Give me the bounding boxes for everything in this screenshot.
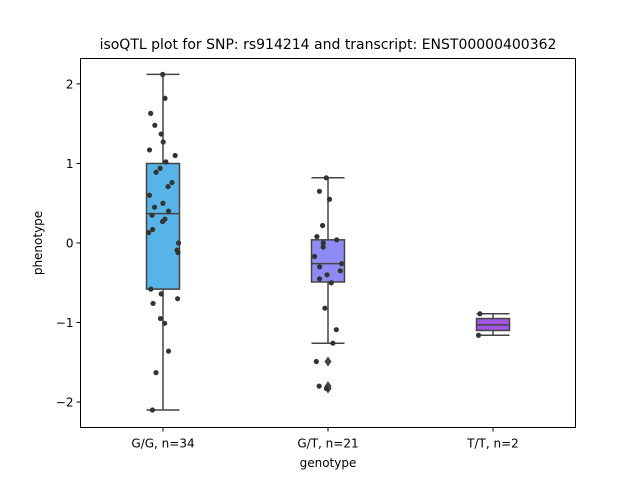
- data-point: [146, 192, 153, 198]
- data-point: [146, 230, 152, 236]
- data-point: [146, 147, 153, 153]
- data-point: [160, 71, 166, 78]
- data-point: [477, 311, 483, 317]
- data-point: [323, 385, 330, 392]
- outlier-marker: [324, 356, 332, 367]
- data-point: [322, 305, 328, 311]
- data-point: [319, 222, 326, 229]
- data-point: [175, 249, 181, 256]
- plot-area: 2 1 0 −1 −2 G/G, n=34 G/T, n=21 T/T, n=2: [56, 71, 519, 451]
- y-tick-label: 0: [66, 237, 74, 251]
- data-point: [159, 218, 166, 225]
- box: [145, 162, 181, 290]
- chart-title: isoQTL plot for SNP: rs914214 and transc…: [100, 37, 557, 53]
- data-point: [169, 179, 175, 186]
- data-point: [149, 212, 155, 218]
- data-point: [314, 234, 320, 240]
- data-point: [317, 264, 323, 270]
- y-tick-label: 1: [66, 157, 74, 171]
- data-point: [149, 407, 156, 413]
- data-point: [320, 240, 326, 246]
- plot-frame: [80, 58, 576, 428]
- data-point: [160, 200, 166, 206]
- y-axis-label: phenotype: [31, 211, 45, 275]
- data-point: [172, 152, 178, 159]
- data-point: [339, 261, 345, 267]
- data-point: [316, 276, 323, 282]
- data-point: [162, 95, 168, 101]
- data-point: [323, 175, 329, 181]
- data-point: [334, 237, 340, 243]
- data-point: [163, 159, 169, 165]
- data-point: [328, 280, 334, 286]
- x-tick-label: G/T, n=21: [297, 437, 358, 451]
- data-point: [160, 139, 166, 145]
- data-point: [311, 253, 318, 260]
- data-point: [333, 327, 339, 333]
- data-point: [175, 240, 182, 246]
- data-point: [174, 296, 181, 302]
- box-group: [145, 73, 181, 411]
- data-point: [150, 226, 156, 233]
- data-point: [148, 110, 154, 116]
- data-point: [153, 370, 159, 376]
- x-axis-label: genotype: [300, 456, 357, 470]
- data-point: [165, 183, 171, 190]
- data-point: [316, 188, 323, 194]
- data-point: [158, 291, 164, 297]
- data-point: [151, 204, 158, 210]
- data-point: [330, 340, 336, 346]
- data-point: [165, 208, 172, 214]
- data-point: [313, 358, 319, 365]
- data-point: [157, 315, 164, 322]
- x-tick-label: T/T, n=2: [466, 437, 519, 451]
- box-group: [475, 313, 511, 336]
- data-point: [153, 169, 159, 175]
- y-tick-label: −1: [56, 316, 74, 330]
- x-tick-label: G/G, n=34: [131, 437, 194, 451]
- data-point: [152, 122, 158, 128]
- data-point: [148, 286, 154, 292]
- data-point: [150, 300, 156, 307]
- data-point: [326, 196, 333, 202]
- data-point: [157, 165, 163, 171]
- y-tick-label: 2: [66, 77, 74, 91]
- data-point: [316, 383, 322, 389]
- data-point: [475, 332, 482, 338]
- data-point: [165, 348, 172, 354]
- data-point: [162, 320, 168, 326]
- data-point: [337, 268, 343, 274]
- data-point: [320, 244, 326, 250]
- data-point: [324, 272, 330, 278]
- y-tick-label: −2: [56, 396, 74, 410]
- data-point: [158, 131, 164, 137]
